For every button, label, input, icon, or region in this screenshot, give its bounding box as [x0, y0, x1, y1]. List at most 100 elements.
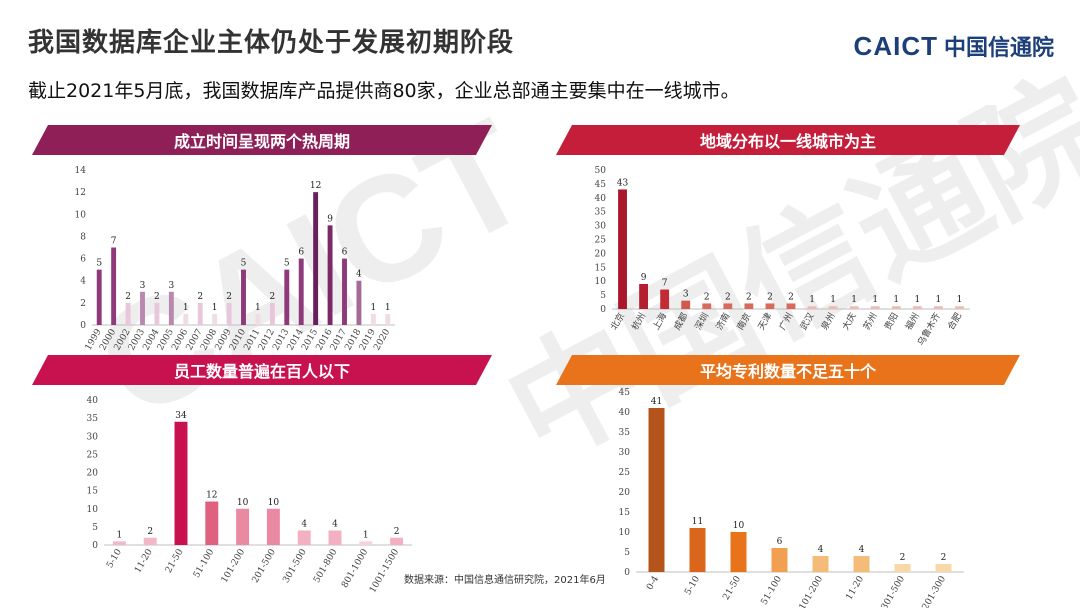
data-label: 4 — [818, 545, 824, 555]
bar — [891, 306, 901, 309]
bar — [168, 291, 174, 325]
data-label: 10 — [733, 521, 745, 531]
bar — [111, 247, 117, 325]
bar — [955, 306, 964, 309]
data-label: 1 — [957, 295, 963, 305]
x-tick-label: 苏州 — [860, 311, 879, 333]
bar — [255, 313, 261, 325]
x-tick-label: 0-4 — [645, 574, 661, 592]
data-label: 7 — [662, 279, 668, 289]
y-tick-label: 15 — [619, 508, 631, 518]
data-label: 3 — [168, 281, 174, 291]
data-label: 12 — [206, 491, 217, 501]
y-tick-label: 5 — [92, 523, 98, 533]
x-tick-label: 801-1000 — [340, 547, 370, 590]
y-tick-label: 0 — [92, 541, 98, 551]
caict-logo: CAICT 中国信通院 — [854, 30, 1054, 62]
x-tick-label: 大庆 — [839, 311, 858, 333]
y-tick-label: 8 — [80, 232, 86, 242]
bar — [284, 269, 290, 325]
x-tick-label: 501-800 — [312, 547, 339, 585]
banner-employees: 员工数量普遍在百人以下 — [32, 355, 492, 385]
x-tick-label: 51-100 — [760, 574, 785, 607]
bar — [702, 303, 712, 309]
data-label: 10 — [268, 498, 280, 508]
x-tick-label: 1001-1500 — [368, 547, 401, 595]
bar — [390, 537, 404, 545]
x-tick-label: 101-200 — [220, 547, 247, 585]
page-subtitle: 截止2021年5月底，我国数据库产品提供商80家，企业总部通主要集中在一线城市。 — [28, 80, 740, 102]
data-label: 2 — [767, 292, 773, 302]
bar — [639, 283, 649, 309]
bar — [174, 421, 188, 545]
bar — [730, 532, 747, 572]
bar — [853, 556, 870, 572]
data-label: 6 — [777, 537, 783, 547]
data-label: 4 — [356, 270, 362, 280]
y-tick-label: 20 — [87, 469, 99, 479]
y-tick-label: 25 — [619, 468, 631, 478]
data-label: 1 — [255, 303, 261, 313]
data-label: 1 — [936, 295, 942, 305]
data-label: 9 — [327, 214, 333, 224]
data-label: 1 — [893, 295, 899, 305]
y-tick-label: 15 — [595, 263, 607, 273]
data-label: 1 — [212, 303, 218, 313]
x-tick-label: 南京 — [734, 311, 753, 333]
bar — [241, 269, 246, 325]
data-label: 41 — [651, 397, 662, 407]
data-label: 1 — [809, 295, 815, 305]
data-label: 2 — [125, 292, 131, 302]
bar — [786, 303, 796, 309]
data-label: 5 — [241, 259, 247, 269]
data-label: 2 — [746, 292, 752, 302]
y-tick-label: 25 — [595, 236, 607, 246]
y-tick-label: 50 — [595, 166, 607, 176]
data-label: 2 — [704, 292, 710, 302]
bar — [112, 541, 126, 545]
chart-founding-group: 0246810121451999720002200232003220043200… — [75, 166, 395, 352]
data-source: 数据来源：中国信息通信研究院，2021年6月 — [404, 575, 606, 586]
bar — [125, 302, 131, 325]
bar — [933, 306, 943, 309]
x-tick-label: 合肥 — [945, 311, 964, 333]
bar — [912, 306, 922, 309]
y-tick-label: 20 — [595, 249, 607, 259]
data-label: 1 — [117, 530, 123, 540]
data-label: 34 — [175, 411, 187, 421]
y-tick-label: 2 — [80, 299, 86, 309]
y-tick-label: 35 — [619, 428, 631, 438]
data-label: 2 — [394, 527, 400, 537]
bar — [660, 289, 670, 309]
x-tick-label: 101-200 — [798, 574, 825, 608]
data-label: 12 — [310, 181, 321, 191]
bar — [618, 189, 627, 309]
bar — [648, 408, 665, 572]
bar — [342, 258, 347, 325]
logo-text-en: CAICT — [853, 30, 938, 61]
data-label: 1 — [363, 530, 369, 540]
y-tick-label: 30 — [595, 222, 607, 232]
bar — [807, 306, 817, 309]
bar — [298, 258, 304, 325]
y-tick-label: 14 — [75, 166, 87, 176]
data-label: 1 — [385, 303, 391, 313]
bar — [140, 291, 145, 325]
y-tick-label: 25 — [87, 450, 99, 460]
data-label: 3 — [683, 290, 689, 300]
x-tick-label: 北京 — [608, 311, 627, 333]
bar — [935, 564, 952, 572]
chart-employees-group: 051015202530354015-10211-203421-501251-1… — [87, 396, 412, 595]
bar — [812, 556, 829, 572]
data-label: 2 — [269, 292, 275, 302]
data-label: 1 — [914, 295, 920, 305]
banner-founding: 成立时间呈现两个热周期 — [32, 125, 492, 155]
y-tick-label: 4 — [80, 277, 86, 287]
y-tick-label: 40 — [619, 408, 631, 418]
x-tick-label: 5-10 — [105, 547, 124, 570]
data-label: 10 — [237, 498, 249, 508]
y-tick-label: 40 — [87, 396, 99, 406]
data-label: 1 — [183, 303, 189, 313]
bar — [359, 541, 373, 545]
bar — [212, 313, 218, 325]
